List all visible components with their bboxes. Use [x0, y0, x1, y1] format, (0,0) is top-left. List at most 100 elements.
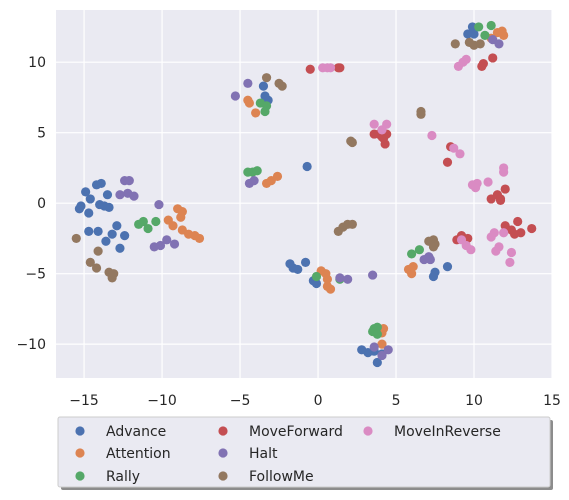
- legend-marker: [363, 426, 373, 436]
- data-point: [500, 184, 510, 194]
- x-tick-label: 10: [465, 393, 483, 409]
- data-point: [93, 226, 103, 236]
- data-point: [162, 235, 172, 245]
- data-point: [109, 269, 119, 279]
- data-point: [151, 216, 161, 227]
- data-point: [449, 143, 459, 153]
- data-point: [480, 30, 490, 40]
- legend-marker: [75, 426, 85, 436]
- data-point: [115, 243, 125, 253]
- data-point: [414, 245, 425, 255]
- grid-lines: [56, 10, 553, 378]
- x-tick-label: 0: [314, 393, 323, 409]
- x-tick-labels: −15 −10 −5 0 5 10 15: [69, 393, 561, 409]
- legend-item-halt: Halt: [218, 446, 278, 462]
- data-point: [347, 219, 357, 229]
- data-point: [474, 22, 484, 32]
- legend-marker: [218, 426, 228, 436]
- data-point: [325, 63, 336, 73]
- data-point: [293, 264, 303, 275]
- data-point: [483, 177, 493, 187]
- data-point: [96, 178, 106, 189]
- legend-label: Halt: [249, 446, 278, 462]
- data-point: [372, 322, 382, 332]
- data-point: [260, 106, 270, 117]
- data-point: [499, 167, 509, 177]
- data-point: [494, 39, 504, 49]
- data-point: [506, 247, 517, 258]
- data-point: [169, 239, 180, 249]
- data-point: [347, 137, 357, 148]
- data-point: [261, 73, 272, 83]
- legend-label: FollowMe: [249, 469, 314, 485]
- legend-item-followme: FollowMe: [218, 469, 314, 485]
- legend-item-moveforward: MoveForward: [218, 424, 343, 440]
- data-point: [71, 233, 81, 244]
- data-point: [155, 240, 166, 251]
- data-point: [102, 190, 113, 200]
- x-tick-label: −15: [69, 393, 99, 409]
- data-point: [194, 233, 205, 244]
- data-point: [120, 230, 130, 241]
- data-point: [81, 187, 91, 197]
- y-tick-label: −10: [16, 337, 46, 353]
- series-halt: [115, 35, 504, 361]
- data-point: [377, 339, 387, 349]
- y-tick-label: −5: [25, 267, 46, 283]
- data-point: [377, 350, 387, 361]
- data-point: [407, 269, 417, 279]
- legend-label: MoveInReverse: [394, 424, 501, 440]
- data-point: [425, 254, 435, 265]
- legend-item-moveinreverse: MoveInReverse: [363, 424, 501, 440]
- data-point: [258, 81, 269, 91]
- data-point: [335, 273, 345, 283]
- legend: Advance Attention Rally MoveForward Halt Foll…: [57, 416, 553, 490]
- y-tick-label: 5: [37, 126, 46, 142]
- data-point: [450, 39, 460, 49]
- legend-marker: [75, 448, 85, 458]
- data-point: [372, 357, 382, 368]
- data-point: [230, 91, 240, 101]
- data-point: [372, 329, 382, 339]
- data-point: [311, 271, 322, 282]
- data-point: [505, 257, 515, 267]
- data-point: [478, 58, 488, 69]
- data-point: [466, 245, 476, 255]
- data-point: [455, 149, 465, 159]
- data-point: [76, 201, 86, 211]
- y-tick-label: 0: [37, 196, 46, 212]
- x-tick-label: 5: [392, 393, 401, 409]
- data-point: [442, 157, 453, 167]
- data-point: [243, 78, 253, 88]
- data-point: [143, 223, 153, 234]
- data-point: [93, 246, 103, 256]
- data-point: [311, 278, 322, 289]
- data-point: [383, 345, 393, 355]
- series-advance: [74, 22, 479, 368]
- data-point: [442, 262, 453, 272]
- data-point: [322, 274, 332, 284]
- data-point: [115, 190, 125, 200]
- y-tick-label: 10: [28, 55, 46, 71]
- data-point: [516, 228, 526, 238]
- data-point: [494, 242, 504, 252]
- data-point: [527, 223, 537, 234]
- data-point: [252, 166, 262, 176]
- legend-label: MoveForward: [249, 424, 343, 440]
- data-point: [138, 216, 148, 227]
- legend-item-rally: Rally: [75, 469, 140, 485]
- data-point: [124, 176, 134, 186]
- data-point: [382, 119, 392, 129]
- series-attention: [163, 26, 509, 349]
- legend-marker: [218, 448, 228, 458]
- data-point: [85, 194, 95, 204]
- legend-item-attention: Attention: [75, 446, 171, 462]
- x-tick-label: −10: [147, 393, 177, 409]
- data-point: [112, 221, 122, 231]
- data-point: [513, 216, 523, 227]
- data-point: [475, 39, 485, 49]
- data-point: [168, 221, 178, 231]
- x-tick-label: 15: [543, 393, 561, 409]
- data-point: [277, 81, 287, 91]
- legend-label: Attention: [106, 446, 171, 462]
